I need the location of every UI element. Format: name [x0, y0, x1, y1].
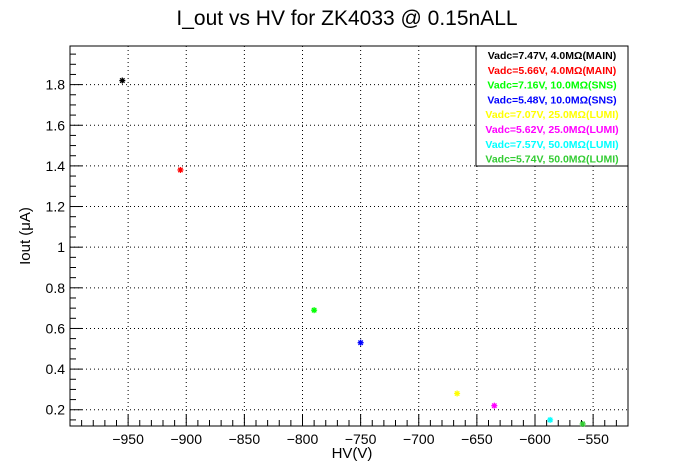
legend-entry: Vadc=5.62V, 25.0MΩ(LUMI)	[485, 124, 618, 136]
x-tick-labels: −950 −900 −850 −800 −750 −700 −650 −600 −550	[112, 431, 609, 447]
legend-entries: Vadc=7.47V, 4.0MΩ(MAIN) Vadc=5.66V, 4.0MΩ…	[485, 50, 618, 166]
y-tick-label: 0.2	[46, 402, 66, 418]
x-tick-label: −550	[577, 431, 609, 447]
data-point	[357, 339, 364, 346]
axis-ticks	[70, 53, 629, 426]
x-tick-label: −800	[287, 431, 319, 447]
data-point	[177, 166, 184, 173]
data-point	[491, 402, 498, 409]
x-tick-label: −650	[461, 431, 493, 447]
legend-entry: Vadc=7.57V, 50.0MΩ(LUMI)	[485, 139, 618, 151]
legend-entry: Vadc=7.16V, 10.0MΩ(SNS)	[487, 80, 616, 92]
y-tick-label: 1.6	[46, 117, 66, 133]
x-tick-label: −750	[345, 431, 377, 447]
legend-entry: Vadc=7.47V, 4.0MΩ(MAIN)	[488, 50, 617, 62]
chart-title: I_out vs HV for ZK4033 @ 0.15nALL	[176, 7, 517, 30]
legend-entry: Vadc=5.48V, 10.0MΩ(SNS)	[487, 94, 616, 106]
legend-entry: Vadc=7.07V, 25.0MΩ(LUMI)	[485, 109, 618, 121]
x-tick-label: −950	[112, 431, 144, 447]
legend-box	[475, 45, 629, 167]
x-tick-label: −600	[519, 431, 551, 447]
y-tick-label: 0.4	[46, 361, 66, 377]
y-tick-label: 1.4	[46, 158, 66, 174]
data-point	[311, 307, 318, 314]
legend-entry: Vadc=5.74V, 50.0MΩ(LUMI)	[485, 154, 618, 166]
x-axis-label: HV(V)	[332, 445, 373, 462]
y-axis-label: Iout (μA)	[17, 207, 34, 265]
legend: Vadc=7.47V, 4.0MΩ(MAIN) Vadc=5.66V, 4.0MΩ…	[475, 45, 629, 167]
data-point	[547, 416, 554, 423]
x-tick-label: −850	[229, 431, 261, 447]
y-tick-label: 0.6	[46, 320, 66, 336]
data-point	[579, 420, 586, 427]
x-tick-label: −700	[403, 431, 435, 447]
data-point	[119, 77, 126, 84]
data-point	[454, 390, 461, 397]
y-tick-label: 1.2	[46, 199, 66, 215]
x-tick-label: −900	[170, 431, 202, 447]
grid	[70, 46, 628, 426]
legend-entry: Vadc=5.66V, 4.0MΩ(MAIN)	[488, 65, 617, 77]
y-tick-label: 1.8	[46, 77, 66, 93]
y-tick-label: 0.8	[46, 280, 66, 296]
y-tick-label: 1	[57, 239, 65, 255]
data-points	[119, 77, 586, 427]
y-tick-labels: 0.2 0.4 0.6 0.8 1 1.2 1.4 1.6 1.8	[46, 77, 66, 418]
